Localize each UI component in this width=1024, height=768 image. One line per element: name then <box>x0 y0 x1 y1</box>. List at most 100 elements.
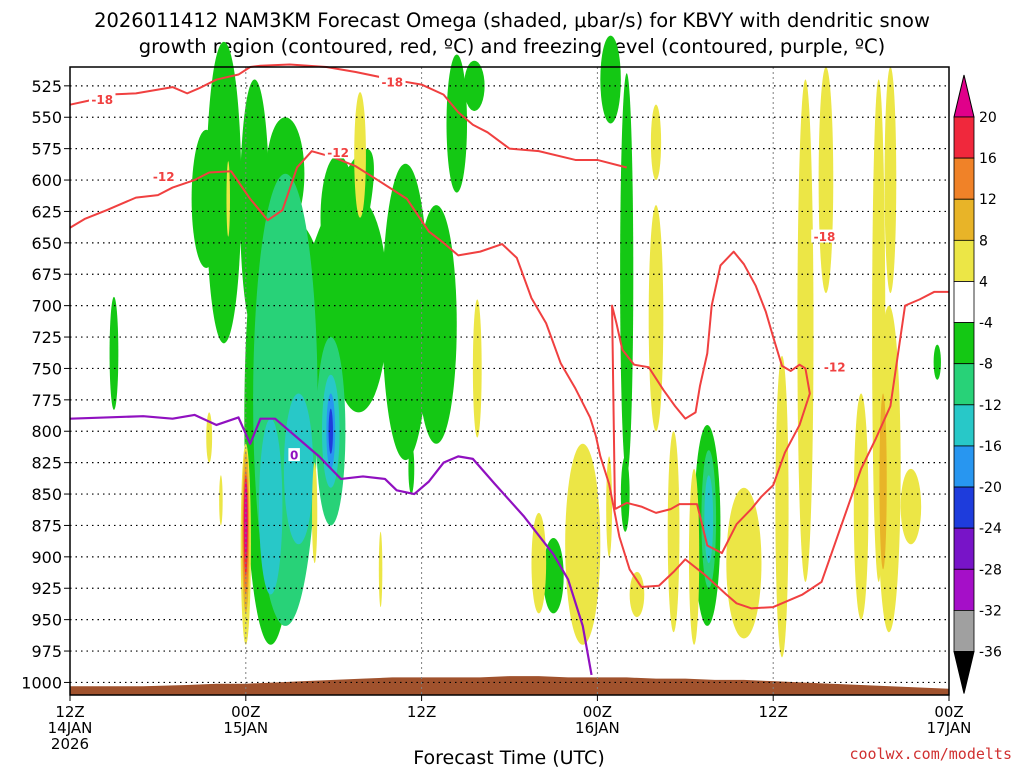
omega-region-26 <box>283 393 314 545</box>
colorbar-label-7: -12 <box>979 398 1002 414</box>
colorbar-top-arrow <box>953 74 975 118</box>
dgz-contour-label-4-bg <box>811 229 838 243</box>
colorbar-band-12 <box>953 568 975 611</box>
y-tick-label-850: 850 <box>31 485 62 504</box>
omega-region-10 <box>415 205 457 444</box>
colorbar-label-0: 20 <box>979 110 997 126</box>
colorbar-band-10 <box>953 486 975 529</box>
x-tick-label-5-1: 00Z <box>934 703 963 721</box>
dgz-contour-label-1-bg <box>379 75 406 89</box>
colorbar-band-13 <box>953 610 975 652</box>
omega-region-40 <box>531 512 547 614</box>
y-tick-label-600: 600 <box>31 171 62 190</box>
colorbar-band-4 <box>953 239 975 282</box>
plot-frame <box>69 66 950 696</box>
x-tick-label-0-3: 2026 <box>51 735 89 753</box>
omega-region-39 <box>565 443 601 645</box>
dgz-contour-label-5: -12 <box>824 361 846 375</box>
plot-area: -18 -18 -12 -12 -18 -12 0 <box>69 35 950 696</box>
colorbar-label-6: -8 <box>979 357 993 373</box>
omega-region-14 <box>600 35 621 124</box>
y-tick-label-550: 550 <box>31 108 62 127</box>
omega-region-54 <box>648 205 664 432</box>
omega-region-42 <box>629 571 645 618</box>
colorbar-label-3: 8 <box>979 233 988 249</box>
colorbar-band-7 <box>953 363 975 406</box>
x-tick-label-3-2: 16JAN <box>575 719 620 737</box>
dgz-contour-label-3: -12 <box>327 146 349 160</box>
colorbar-label-11: -28 <box>979 562 1002 578</box>
y-tick-label-575: 575 <box>31 140 62 159</box>
y-tick-label-650: 650 <box>31 234 62 253</box>
y-tick-label-725: 725 <box>31 328 62 347</box>
dgz-contour-label-3-bg <box>324 145 352 159</box>
colorbar-label-13: -36 <box>979 645 1002 661</box>
colorbar-band-6 <box>953 322 975 365</box>
y-tick-label-900: 900 <box>31 548 62 567</box>
x-tick-label-5-2: 17JAN <box>927 719 972 737</box>
omega-region-25 <box>258 418 283 595</box>
x-tick-label-1-2: 15JAN <box>223 719 268 737</box>
colorbar-band-3 <box>953 198 975 241</box>
omega-region-12 <box>446 54 468 193</box>
x-tick-label-4-1: 12Z <box>759 703 788 721</box>
colorbar-label-9: -20 <box>979 480 1002 496</box>
omega-region-35 <box>378 531 383 608</box>
dgz-minus18-upper <box>69 63 627 169</box>
omega-region-36 <box>354 92 366 218</box>
omega-region-43 <box>667 431 680 633</box>
y-tick-label-525: 525 <box>31 77 62 96</box>
contour-labels: -18 -18 -12 -12 -18 -12 0 <box>88 75 848 463</box>
y-tick-label-875: 875 <box>31 516 62 535</box>
x-tick-label-1-1: 00Z <box>231 703 260 721</box>
omega-region-46 <box>775 355 789 658</box>
omega-region-11 <box>408 443 415 495</box>
colorbar-band-2 <box>953 157 975 200</box>
omega-region-30 <box>328 408 333 454</box>
omega-region-32 <box>219 475 223 526</box>
omega-region-48 <box>818 66 834 294</box>
x-tick-label-0-1: 12Z <box>55 703 84 721</box>
colorbar-bottom-arrow <box>953 651 975 694</box>
omega-region-20 <box>933 344 941 380</box>
colorbar-label-5: -4 <box>979 316 993 332</box>
omega-region-53 <box>900 468 922 545</box>
dgz-minus12-upper <box>69 150 949 610</box>
freezing-contour-label-0: 0 <box>290 449 298 463</box>
y-tick-label-975: 975 <box>31 642 62 661</box>
omega-region-33 <box>206 412 213 463</box>
freezing-contour-label-0-bg <box>288 448 300 462</box>
omega-region-37 <box>226 161 230 237</box>
ground-surface <box>70 676 949 695</box>
y-tick-label-925: 925 <box>31 579 62 598</box>
ground-fill <box>70 676 949 695</box>
omega-region-49 <box>853 393 869 620</box>
colorbar-label-2: 12 <box>979 192 997 208</box>
chart-title-line2: growth region (contoured, red, ºC) and f… <box>139 35 886 58</box>
colorbar-label-4: 4 <box>979 274 988 290</box>
y-tick-label-700: 700 <box>31 297 62 316</box>
y-tick-label-1000: 1000 <box>21 673 62 692</box>
omega-region-9 <box>382 163 429 461</box>
y-tick-label-675: 675 <box>31 265 62 284</box>
chart-title-line1: 2026011412 NAM3KM Forecast Omega (shaded… <box>94 9 930 32</box>
y-tick-label-625: 625 <box>31 202 62 221</box>
grid-lines <box>70 67 949 695</box>
omega-region-41 <box>606 456 613 557</box>
omega-region-5 <box>191 129 221 268</box>
omega-region-13 <box>464 60 485 111</box>
y-tick-label-775: 775 <box>31 391 62 410</box>
omega-region-47 <box>797 79 814 582</box>
omega-region-19 <box>109 296 119 410</box>
freezing-level-line <box>69 413 593 676</box>
omega-region-45 <box>726 487 762 639</box>
dgz-contour-label-1: -18 <box>381 76 403 90</box>
freezing-level-contour <box>69 413 593 676</box>
y-tick-label-750: 750 <box>31 359 62 378</box>
x-tick-label-0-2: 14JAN <box>48 719 93 737</box>
colorbar-band-11 <box>953 527 975 570</box>
y-tick-label-950: 950 <box>31 611 62 630</box>
colorbar-label-10: -24 <box>979 521 1002 537</box>
